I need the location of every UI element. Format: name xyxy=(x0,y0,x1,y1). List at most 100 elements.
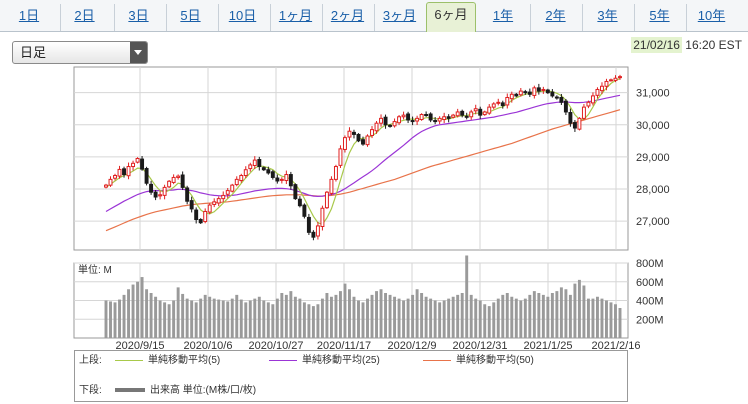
price-axis: 31,000 30,000 29,000 28,000 27,000 xyxy=(636,88,670,228)
date-tick-label: 2020/9/15 xyxy=(116,340,165,352)
volume-bar xyxy=(501,294,505,338)
chevron-down-icon[interactable] xyxy=(130,42,147,63)
candle-up xyxy=(243,169,248,177)
candle-up xyxy=(135,158,140,163)
candle-down xyxy=(185,187,190,202)
candle-down xyxy=(189,200,194,210)
candle-up xyxy=(248,164,253,170)
volume-bar xyxy=(492,302,496,338)
candle-down xyxy=(500,102,505,107)
volume-bar xyxy=(514,298,518,338)
tab-2d[interactable]: 2日 xyxy=(60,4,108,31)
volume-bar xyxy=(320,298,324,338)
volume-bar xyxy=(167,304,171,338)
candle-up xyxy=(577,117,582,130)
volume-bar xyxy=(528,294,532,338)
candle-up xyxy=(176,175,181,178)
candle-down xyxy=(122,168,127,176)
candle-up xyxy=(618,76,622,79)
volume-series xyxy=(104,255,622,338)
candle-up xyxy=(541,88,546,91)
volume-bar xyxy=(190,300,194,338)
candle-up xyxy=(338,148,343,166)
volume-bar xyxy=(199,298,203,338)
volume-bar xyxy=(357,300,360,338)
volume-bar xyxy=(609,302,613,338)
volume-bar xyxy=(329,296,333,338)
candle-up xyxy=(590,95,595,104)
tab-6m[interactable]: 6ヶ月 xyxy=(426,2,476,32)
volume-bar xyxy=(361,302,365,338)
volume-bar xyxy=(203,294,207,338)
tab-10y[interactable]: 10年 xyxy=(686,4,736,31)
volume-bar xyxy=(496,298,500,338)
candle-up xyxy=(162,186,167,196)
interval-select[interactable]: 日足 xyxy=(12,41,148,64)
tab-3m[interactable]: 3ヶ月 xyxy=(374,4,424,31)
candle-up xyxy=(455,111,460,117)
volume-bar xyxy=(397,298,401,338)
date-tick-label: 2020/10/27 xyxy=(248,340,303,352)
volume-bar xyxy=(149,293,153,338)
date-tick-label: 2020/10/6 xyxy=(184,340,233,352)
volume-bar xyxy=(420,293,424,338)
volume-bar xyxy=(600,298,604,338)
candle-up xyxy=(320,207,325,227)
volume-bar xyxy=(456,294,460,338)
candle-up xyxy=(374,122,379,132)
candle-down xyxy=(527,91,532,95)
volume-bar xyxy=(185,298,189,338)
volume-bar xyxy=(559,287,563,338)
volume-bar xyxy=(438,302,442,338)
tab-2m[interactable]: 2ヶ月 xyxy=(322,4,372,31)
tab-3y[interactable]: 3年 xyxy=(582,4,632,31)
volume-bar xyxy=(176,287,180,338)
tab-2y[interactable]: 2年 xyxy=(530,4,580,31)
tab-5y[interactable]: 5年 xyxy=(634,4,684,31)
volume-bar xyxy=(555,291,559,338)
candle-up xyxy=(239,175,244,182)
tab-5d[interactable]: 5日 xyxy=(166,4,214,31)
candle-down xyxy=(144,168,149,184)
price-tick-label: 28,000 xyxy=(636,184,670,196)
candle-down xyxy=(361,139,365,145)
volume-bar xyxy=(573,283,577,338)
volume-bar xyxy=(532,291,536,338)
volume-bar xyxy=(605,300,608,338)
volume-bar xyxy=(221,300,225,338)
volume-bar xyxy=(127,289,131,338)
candle-up xyxy=(518,90,523,96)
volume-bar xyxy=(519,300,523,338)
date-tick-label: 2020/12/9 xyxy=(388,340,437,352)
volume-bar xyxy=(465,255,469,338)
candle-down xyxy=(514,93,519,97)
tab-10d[interactable]: 10日 xyxy=(218,4,266,31)
candle-down xyxy=(270,171,275,178)
candle-up xyxy=(284,174,289,182)
volume-bar xyxy=(113,302,117,338)
volume-bar xyxy=(510,296,514,338)
interval-select-value: 日足 xyxy=(20,45,47,60)
volume-bar xyxy=(451,296,455,338)
volume-bar xyxy=(474,298,478,338)
tab-3d[interactable]: 3日 xyxy=(114,4,162,31)
tab-1m[interactable]: 1ヶ月 xyxy=(270,4,320,31)
volume-bar xyxy=(550,293,554,338)
ma25-line xyxy=(105,94,621,213)
volume-bar xyxy=(577,279,581,338)
volume-bar xyxy=(591,298,595,338)
candle-down xyxy=(388,124,393,127)
candle-down xyxy=(406,113,411,121)
candle-up xyxy=(586,101,591,107)
candle-down xyxy=(293,184,298,200)
volume-bar xyxy=(271,304,275,338)
volume-bar xyxy=(316,304,320,338)
tab-1d[interactable]: 1日 xyxy=(18,8,40,23)
legend-ma50-label: 単純移動平均(50) xyxy=(456,355,534,366)
candle-up xyxy=(505,97,510,106)
tab-1y[interactable]: 1年 xyxy=(492,8,514,23)
candle-up xyxy=(613,77,618,81)
legend-ma5: 単純移動平均(5) xyxy=(115,354,220,368)
volume-bar xyxy=(338,291,342,338)
volume-bar xyxy=(582,285,586,338)
